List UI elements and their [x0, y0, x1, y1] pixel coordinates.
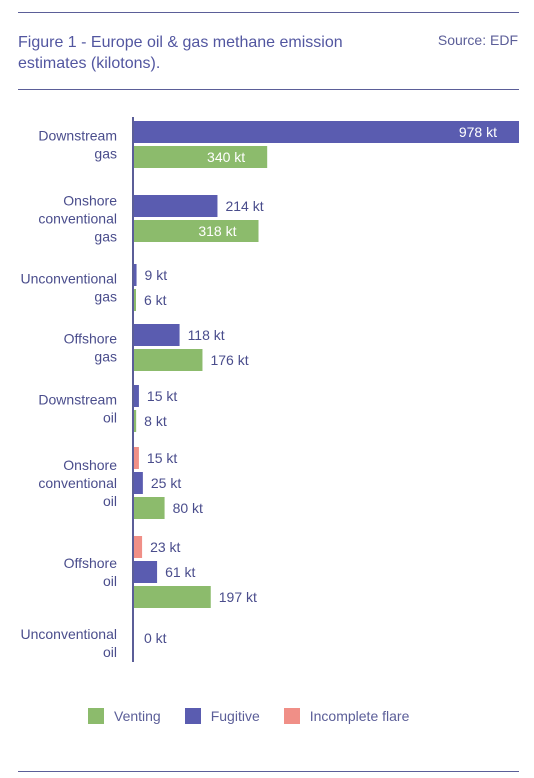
legend-item-flare: Incomplete flare	[283, 708, 410, 724]
category-label: oil	[103, 410, 117, 426]
category-label: Unconventional	[20, 626, 117, 642]
chart-title: Figure 1 - Europe oil & gas methane emis…	[18, 34, 343, 72]
bar-chart: Downstream gas 978 kt 340 kt Onshore conventi…	[20, 117, 519, 662]
top-rule	[18, 12, 519, 13]
data-label: 176 kt	[210, 352, 248, 368]
legend-label-fugitive: Fugitive	[210, 708, 260, 724]
bar-fugitive	[133, 385, 139, 407]
legend-swatch-venting	[88, 708, 104, 724]
bottom-rule	[18, 771, 519, 772]
bar-venting	[133, 289, 136, 311]
chart-source: Source: EDF	[437, 32, 518, 48]
category-label: conventional	[38, 475, 117, 491]
data-label: 61 kt	[165, 564, 195, 580]
category-label: Onshore	[63, 193, 117, 209]
bar-venting	[133, 146, 268, 168]
bar-fugitive	[133, 324, 180, 346]
category-label: Downstream	[38, 392, 117, 408]
legend-item-venting: Venting	[88, 708, 161, 724]
category-label: conventional	[38, 211, 117, 227]
data-label: 978 kt	[459, 124, 497, 140]
category-label: Offshore	[64, 555, 118, 571]
data-label: 15 kt	[147, 388, 177, 404]
data-label: 118 kt	[188, 327, 225, 343]
header-rule	[18, 89, 519, 90]
category-label: oil	[103, 493, 117, 509]
data-label: 0 kt	[144, 630, 167, 646]
bar-venting	[133, 586, 211, 608]
category-label: Offshore	[64, 331, 118, 347]
category-label: oil	[103, 644, 117, 660]
legend-swatch-fugitive	[184, 708, 201, 724]
bar-venting	[133, 220, 259, 242]
data-label: 6 kt	[144, 292, 167, 308]
bar-flare	[133, 536, 143, 558]
category-label: Onshore	[63, 457, 117, 473]
data-label: 214 kt	[225, 198, 263, 214]
data-label: 318 kt	[198, 223, 236, 239]
category-label: gas	[94, 289, 117, 305]
bar-flare	[133, 447, 139, 469]
legend-label-venting: Venting	[114, 708, 161, 724]
data-label: 15 kt	[147, 450, 177, 466]
data-label: 8 kt	[144, 413, 167, 429]
bar-fugitive	[133, 264, 137, 286]
data-label: 340 kt	[207, 149, 245, 165]
bar-fugitive	[133, 561, 158, 583]
category-label: Downstream	[38, 128, 117, 144]
legend-item-fugitive: Fugitive	[184, 708, 260, 724]
category-label: gas	[94, 229, 117, 245]
category-label: gas	[94, 349, 117, 365]
category-label: gas	[94, 146, 117, 162]
bar-fugitive	[133, 121, 519, 143]
data-label: 80 kt	[173, 500, 203, 516]
bar-venting	[133, 497, 165, 519]
legend-label-flare: Incomplete flare	[309, 708, 410, 724]
category-label: Unconventional	[20, 271, 117, 287]
category-label: oil	[103, 573, 117, 589]
bar-venting	[133, 349, 203, 371]
bar-fugitive	[133, 472, 143, 494]
bar-venting	[133, 410, 137, 432]
data-label: 25 kt	[151, 475, 181, 491]
bar-fugitive	[133, 195, 218, 217]
data-label: 9 kt	[145, 267, 168, 283]
data-label: 23 kt	[150, 539, 180, 555]
legend: Venting Fugitive Incomplete flare	[88, 708, 433, 724]
legend-swatch-flare	[283, 708, 300, 724]
data-label: 197 kt	[219, 589, 257, 605]
